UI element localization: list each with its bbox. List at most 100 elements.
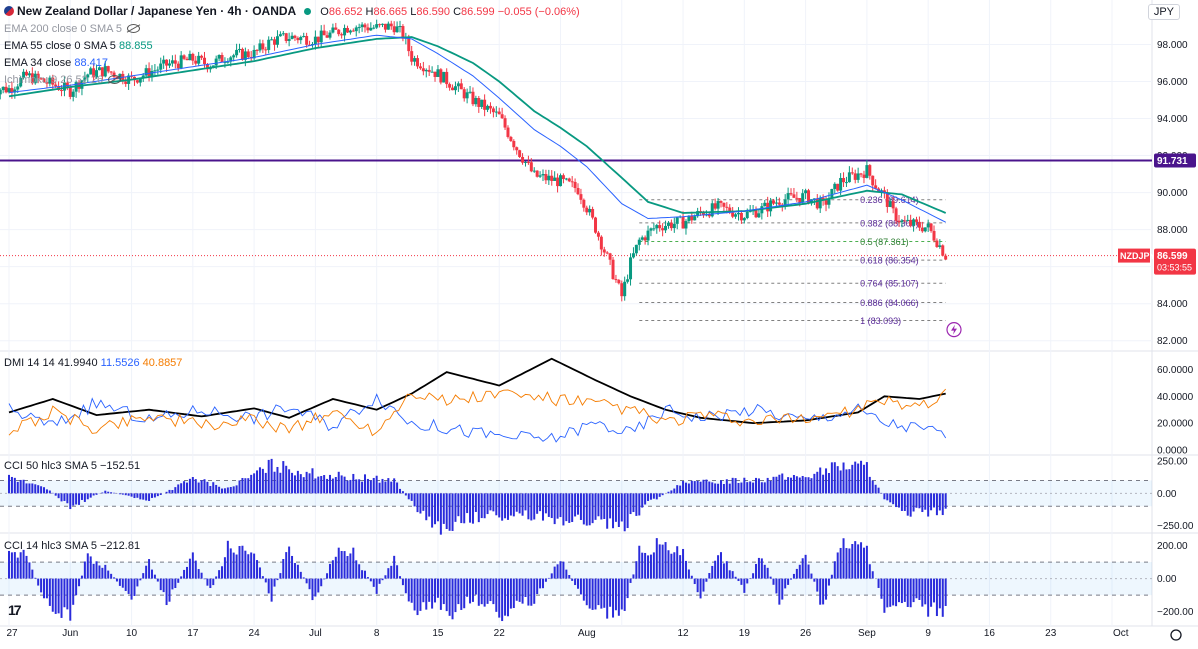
cci-bar xyxy=(568,493,571,523)
currency-button[interactable]: JPY xyxy=(1147,4,1180,20)
tradingview-logo[interactable]: 17 xyxy=(8,602,22,618)
cci-bar xyxy=(302,477,305,494)
cci-bar xyxy=(635,493,638,516)
cci-bar xyxy=(378,482,381,494)
ema34-legend[interactable]: EMA 34 close 88.417 xyxy=(4,56,108,70)
cci-bar xyxy=(883,493,886,500)
candle-body xyxy=(725,206,729,208)
cci-bar xyxy=(690,575,693,579)
cci-bar xyxy=(366,478,369,494)
candle-body xyxy=(701,212,705,216)
cci-bar xyxy=(492,493,495,512)
cci-bar xyxy=(638,545,641,579)
candle-body xyxy=(351,30,355,32)
candle-body xyxy=(614,279,618,281)
cci-bar xyxy=(775,476,778,494)
cci-bar xyxy=(515,578,518,601)
market-open-dot-icon xyxy=(304,8,312,15)
price-tick-label: 90.000 xyxy=(1157,188,1188,199)
cci-bar xyxy=(877,487,880,494)
cci-bar xyxy=(410,578,413,603)
cci-bar xyxy=(448,493,451,531)
dmi-legend[interactable]: DMI 14 14 41.9940 11.5526 40.8857 xyxy=(4,356,182,370)
candle-body xyxy=(926,223,930,228)
cci-bar xyxy=(714,560,717,579)
candle-body xyxy=(453,86,457,91)
candle-body xyxy=(39,78,43,80)
cci-bar xyxy=(579,493,582,520)
candle-body xyxy=(51,77,55,85)
cci-bar xyxy=(314,578,317,597)
cci-bar xyxy=(638,493,641,516)
candle-body xyxy=(573,181,577,189)
candle-body xyxy=(229,57,233,62)
candle-body xyxy=(550,175,554,181)
cci-bar xyxy=(80,493,83,500)
cci-bar xyxy=(104,490,107,494)
cci-bar xyxy=(168,489,171,494)
candle-body xyxy=(789,193,793,195)
cci-bar xyxy=(778,578,781,605)
cci-bar xyxy=(719,480,722,494)
cci-bar xyxy=(719,552,722,579)
cci-bar xyxy=(212,482,215,494)
cci-bar xyxy=(728,570,731,579)
candle-body xyxy=(844,182,848,184)
candle-body xyxy=(544,174,548,181)
cci14-legend[interactable]: CCI 14 hlc3 SMA 5 −212.81 xyxy=(4,539,140,553)
candle-body xyxy=(226,61,230,63)
cci-bar xyxy=(276,466,279,494)
cci-tick-label: 0.00 xyxy=(1157,574,1177,585)
cci-bar xyxy=(769,576,772,579)
cci-bar xyxy=(524,578,527,598)
cci-bar xyxy=(679,555,682,579)
cci-bar xyxy=(553,493,556,525)
cci-bar xyxy=(833,561,836,579)
ichimoku-legend[interactable]: Ichimoku 9 26 52 26 xyxy=(4,73,122,87)
cci-bar xyxy=(358,564,361,579)
dmi-tick-label: 40.0000 xyxy=(1157,392,1194,403)
cci-bar xyxy=(439,493,442,535)
ema200-legend[interactable]: EMA 200 close 0 SMA 5 xyxy=(4,22,141,36)
cci-bar xyxy=(185,566,188,579)
candle-body xyxy=(354,27,358,32)
cci-bar xyxy=(530,578,533,606)
cci-bar xyxy=(66,578,69,610)
hidden-eye-icon[interactable] xyxy=(127,24,141,33)
cci-bar xyxy=(562,561,565,579)
cci-bar xyxy=(25,555,28,579)
candle-body xyxy=(252,49,256,59)
cci-bar xyxy=(460,493,463,524)
cci-bar xyxy=(451,493,454,531)
cci-bar xyxy=(314,478,317,494)
candle-body xyxy=(914,219,918,222)
cci-bar xyxy=(857,463,860,494)
cci-bar xyxy=(177,578,180,583)
hidden-eye-icon[interactable] xyxy=(108,75,122,84)
ema55-legend[interactable]: EMA 55 close 0 SMA 5 88.855 xyxy=(4,39,153,53)
cci-bar xyxy=(682,548,685,579)
candle-body xyxy=(631,253,635,258)
candle-body xyxy=(477,98,481,107)
cci-bar xyxy=(725,479,728,494)
candle-body xyxy=(661,228,665,231)
cci-bar xyxy=(258,467,261,494)
cci-bar xyxy=(889,493,892,503)
cci-bar xyxy=(188,478,191,494)
symbol-title[interactable]: New Zealand Dollar / Japanese Yen · 4h ·… xyxy=(4,4,580,18)
cci-bar xyxy=(822,578,825,605)
candle-body xyxy=(882,190,886,193)
cci-bar xyxy=(118,493,121,495)
cci-bar xyxy=(288,546,291,579)
cci-bar xyxy=(369,480,372,494)
cci-bar xyxy=(544,493,547,514)
cci-bar xyxy=(649,554,652,579)
candle-body xyxy=(278,34,282,37)
cci50-legend[interactable]: CCI 50 hlc3 SMA 5 −152.51 xyxy=(4,459,140,473)
candle-body xyxy=(281,33,285,35)
candle-body xyxy=(807,190,811,204)
candle-body xyxy=(208,68,212,70)
fib-level-label: 0.764 (85.107) xyxy=(860,279,919,289)
cci-bar xyxy=(337,547,340,579)
